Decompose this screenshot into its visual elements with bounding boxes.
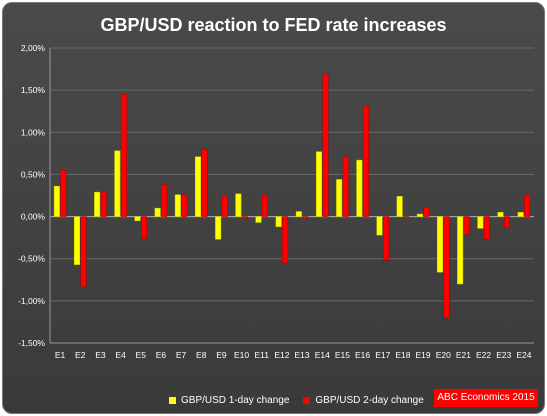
x-tick-label: E4: [115, 350, 126, 360]
bar-1day: [477, 216, 484, 229]
bar-1day: [517, 212, 524, 217]
x-tick-label: E2: [75, 350, 86, 360]
bar-1day: [255, 216, 262, 223]
x-tick-label: E5: [136, 350, 147, 360]
x-tick-label: E12: [274, 350, 289, 360]
bar-1day: [316, 151, 322, 217]
x-tick-label: E21: [456, 350, 471, 360]
bar-2day: [443, 216, 450, 318]
x-tick-label: E11: [255, 350, 270, 360]
bar-2day: [221, 196, 228, 217]
bar-2day: [181, 194, 188, 217]
bar-2day: [302, 216, 309, 219]
legend-item-2day: GBP/USD 2-day change: [303, 394, 424, 406]
bar-1day: [437, 216, 443, 273]
legend-label-2day: GBP/USD 2-day change: [315, 394, 424, 406]
y-tick-label: -1,00%: [18, 296, 45, 306]
x-tick-label: E14: [315, 350, 330, 360]
x-tick-label: E1: [55, 350, 66, 360]
x-tick-label: E7: [176, 350, 187, 360]
bar-1day: [195, 156, 201, 217]
credit-badge: ABC Economics 2015: [434, 389, 538, 407]
bar-1day: [416, 213, 423, 217]
x-tick-label: E22: [476, 350, 491, 360]
bar-2day: [383, 216, 389, 261]
y-tick-label: -1,50%: [18, 338, 45, 348]
legend-item-1day: GBP/USD 1-day change: [169, 395, 289, 406]
x-tick-label: E13: [295, 350, 310, 360]
bar-1day: [94, 191, 101, 217]
bar-1day: [154, 207, 161, 217]
y-tick-label: 0,50%: [21, 169, 46, 179]
x-tick-label: E18: [395, 350, 410, 360]
bar-1day: [74, 216, 80, 265]
bar-1day: [53, 185, 60, 217]
x-tick-label: E9: [216, 350, 227, 360]
bar-2day: [423, 207, 430, 217]
bar-2day: [161, 184, 168, 217]
y-tick-label: 1,50%: [21, 85, 46, 95]
bar-1day: [215, 216, 222, 240]
bar-2day: [100, 191, 107, 217]
x-tick-label: E24: [516, 350, 531, 360]
legend: GBP/USD 1-day change GBP/USD 2-day chang…: [169, 392, 424, 408]
bar-1day: [497, 212, 504, 217]
legend-label-1day: GBP/USD 1-day change: [181, 394, 290, 406]
bar-1day: [396, 196, 403, 217]
x-tick-label: E6: [156, 350, 167, 360]
bar-2day: [463, 216, 470, 235]
bar-2day: [322, 73, 329, 217]
bar-1day: [376, 216, 383, 236]
bar-2day: [403, 216, 410, 218]
bar-1day: [235, 193, 242, 217]
bar-2day: [80, 216, 87, 287]
x-tick-label: E17: [375, 350, 390, 360]
bar-2day: [524, 194, 531, 217]
x-tick-label: E3: [95, 350, 106, 360]
bar-2day: [120, 94, 127, 217]
y-tick-label: 0,00%: [21, 212, 46, 222]
bar-2day: [483, 216, 490, 240]
bar-1day: [174, 194, 181, 217]
x-tick-label: E19: [416, 350, 431, 360]
x-tick-label: E10: [234, 350, 249, 360]
x-tick-label: E16: [355, 350, 370, 360]
bar-2day: [342, 156, 349, 217]
x-tick-label: E15: [335, 350, 350, 360]
bar-1day: [134, 216, 141, 222]
legend-swatch-1day: [169, 396, 176, 404]
bar-2day: [262, 194, 268, 217]
y-tick-label: -0,50%: [18, 254, 45, 264]
y-tick-label: 2,00%: [21, 43, 46, 53]
bar-1day: [336, 179, 343, 217]
bar-2day: [241, 216, 248, 219]
bar-1day: [457, 216, 464, 285]
chart-title: GBP/USD reaction to FED rate increases: [100, 15, 447, 35]
bar-2day: [141, 216, 147, 239]
x-tick-label: E20: [436, 350, 451, 360]
bar-1day: [275, 216, 282, 227]
y-tick-label: 1,00%: [21, 127, 46, 137]
bar-2day: [362, 105, 369, 217]
x-tick-label: E8: [196, 350, 207, 360]
bar-2day: [201, 148, 208, 217]
bar-2day: [60, 169, 67, 217]
bar-1day: [295, 211, 302, 217]
bar-1day: [356, 159, 363, 217]
legend-swatch-2day: [303, 396, 311, 404]
plot-area: -1,50% -1,00% -0,50% 0,00% 0,50% 1,00% 1,50% 2,…: [18, 43, 534, 360]
bar-2day: [282, 216, 289, 264]
bar-1day: [114, 150, 121, 217]
bar-2day: [504, 216, 510, 228]
x-tick-label: E23: [496, 350, 511, 360]
